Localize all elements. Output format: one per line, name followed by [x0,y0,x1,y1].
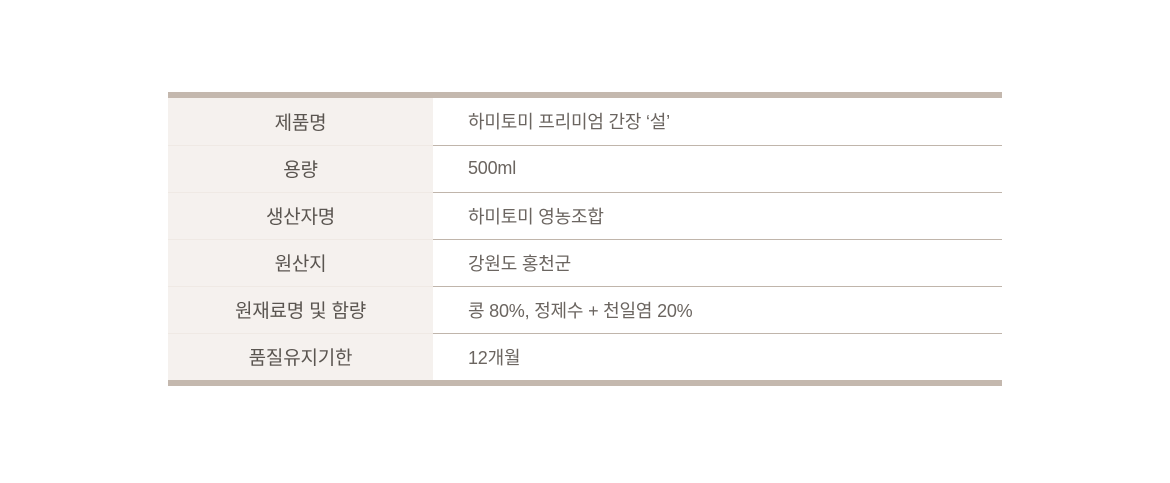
spec-label-shelf-life: 품질유지기한 [168,333,433,380]
spec-label-origin: 원산지 [168,239,433,287]
spec-value-product-name: 하미토미 프리미엄 간장 ‘설’ [433,98,1002,146]
spec-value-origin: 강원도 홍천군 [433,239,1002,287]
table-row: 용량 500ml [168,145,1002,193]
table-top-rule [168,92,1002,98]
spec-label-ingredients: 원재료명 및 함량 [168,286,433,334]
spec-value-producer: 하미토미 영농조합 [433,192,1002,240]
spec-table-body: 제품명 하미토미 프리미엄 간장 ‘설’ 용량 500ml 생산자명 하미토미 … [168,98,1002,380]
product-spec-sheet: 제품명 하미토미 프리미엄 간장 ‘설’ 용량 500ml 생산자명 하미토미 … [168,92,1002,386]
spec-label-volume: 용량 [168,145,433,193]
table-row: 품질유지기한 12개월 [168,333,1002,380]
table-bottom-rule [168,380,1002,386]
spec-value-ingredients: 콩 80%, 정제수 + 천일염 20% [433,286,1002,334]
table-row: 원산지 강원도 홍천군 [168,239,1002,287]
spec-value-shelf-life: 12개월 [433,333,1002,380]
spec-label-producer: 생산자명 [168,192,433,240]
spec-label-product-name: 제품명 [168,98,433,146]
table-row: 생산자명 하미토미 영농조합 [168,192,1002,240]
product-spec-table: 제품명 하미토미 프리미엄 간장 ‘설’ 용량 500ml 생산자명 하미토미 … [168,98,1002,380]
table-row: 제품명 하미토미 프리미엄 간장 ‘설’ [168,98,1002,146]
spec-value-volume: 500ml [433,145,1002,193]
table-row: 원재료명 및 함량 콩 80%, 정제수 + 천일염 20% [168,286,1002,334]
